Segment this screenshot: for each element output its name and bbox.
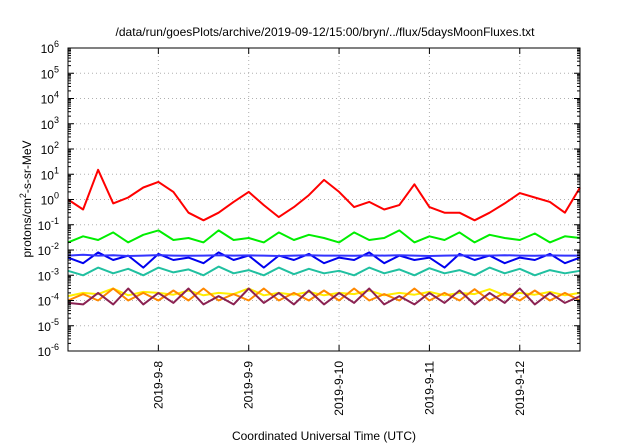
- x-tick-label: 2019-9-10: [332, 361, 346, 416]
- x-tick-label: 2019-9-8: [151, 361, 165, 409]
- x-tick-label: 2019-9-12: [513, 361, 527, 416]
- y-tick-label: 10-3: [38, 266, 59, 283]
- y-tick-label: 100: [41, 191, 59, 208]
- y-axis-title: protons/cm2-s-sr-MeV: [18, 140, 34, 257]
- x-tick-label: 2019-9-9: [242, 361, 256, 409]
- y-tick-label: 10-2: [38, 241, 59, 258]
- y-tick-label: 103: [41, 115, 59, 132]
- y-tick-label: 105: [41, 64, 59, 81]
- y-tick-label: 101: [41, 165, 59, 182]
- series-line-3: [67, 251, 581, 269]
- y-axis-title-superscript: 2: [18, 193, 28, 198]
- x-axis-title: Coordinated Universal Time (UTC): [232, 429, 416, 443]
- y-tick-label: 10-6: [38, 342, 59, 359]
- y-axis-title-main: protons/cm: [20, 198, 34, 257]
- grid-lines: [68, 48, 580, 351]
- y-axis-title-units: -s-sr-MeV: [20, 140, 34, 193]
- series-line-5: [67, 265, 581, 277]
- chart-title: /data/run/goesPlots/archive/2019-09-12/1…: [116, 25, 536, 39]
- y-tick-label: 10-5: [38, 317, 59, 334]
- series-line-6: [67, 287, 581, 298]
- x-axis-ticks: 2019-9-8 2019-9-9 2019-9-10 2019-9-11 2019-9…: [151, 48, 527, 416]
- series-line-2: [67, 229, 581, 244]
- y-tick-label: 106: [41, 39, 59, 56]
- y-tick-label: 104: [41, 90, 59, 107]
- y-tick-label: 10-1: [38, 216, 59, 233]
- x-tick-label: 2019-9-11: [422, 361, 436, 415]
- y-tick-label: 102: [41, 140, 59, 157]
- series-line-1: [67, 168, 581, 222]
- y-tick-label: 10-4: [38, 292, 59, 309]
- series-group: [67, 168, 581, 306]
- series-line-4: [67, 253, 580, 257]
- series-line-8: [67, 287, 581, 306]
- y-axis-ticks: 10-6 10-5 10-4 10-3 10-2 10-1 100 101 102 103 104 1…: [38, 39, 580, 359]
